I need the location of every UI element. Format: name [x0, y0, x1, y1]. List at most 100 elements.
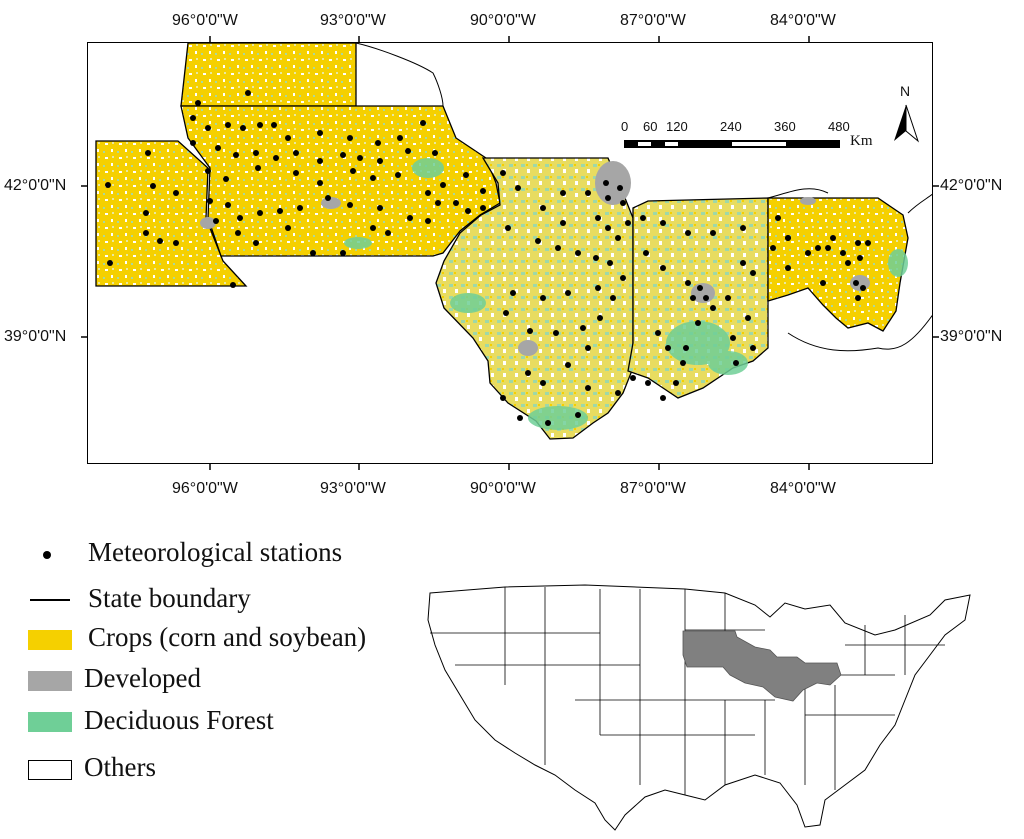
station-marker [340, 152, 346, 158]
scale-tick-360: 360 [774, 119, 796, 134]
station-marker [585, 385, 591, 391]
station-marker [397, 135, 403, 141]
station-marker [685, 280, 691, 286]
meteorological-stations [105, 90, 871, 426]
scale-tick-240: 240 [720, 119, 742, 134]
lon-label-top-96: 96°0'0"W [172, 12, 238, 29]
station-marker [225, 122, 231, 128]
station-marker [630, 375, 636, 381]
station-marker [605, 195, 611, 201]
station-marker [555, 245, 561, 251]
station-marker [395, 172, 401, 178]
station-marker [317, 158, 323, 164]
station-marker [733, 360, 739, 366]
station-marker [697, 285, 703, 291]
station-marker [245, 90, 251, 96]
legend-forest-label: Deciduous Forest [84, 705, 274, 735]
station-marker [405, 148, 411, 154]
station-marker [432, 150, 438, 156]
station-marker [273, 155, 279, 161]
station-marker [620, 275, 626, 281]
station-marker [293, 170, 299, 176]
station-marker [480, 188, 486, 194]
station-marker [805, 250, 811, 256]
lon-label-bottom-93: 93°0'0"W [320, 480, 386, 497]
legend-boundary-label: State boundary [88, 583, 251, 613]
station-marker [347, 202, 353, 208]
state-iowa [180, 105, 501, 257]
station-marker [500, 170, 506, 176]
station-marker [695, 320, 701, 326]
station-marker [425, 190, 431, 196]
station-marker [277, 208, 283, 214]
lat-label-right-39: 39°0'0"N [940, 328, 1003, 345]
station-marker [235, 230, 241, 236]
station-marker [213, 218, 219, 224]
station-marker [597, 315, 603, 321]
station-marker [710, 305, 716, 311]
station-marker [673, 380, 679, 386]
state-nebraska-east [95, 140, 248, 287]
station-marker [425, 218, 431, 224]
station-marker [553, 330, 559, 336]
lon-label-top-84: 84°0'0"W [770, 12, 836, 29]
station-marker [545, 420, 551, 426]
station-marker [785, 265, 791, 271]
station-marker [615, 235, 621, 241]
station-marker [195, 100, 201, 106]
lon-label-bottom-84: 84°0'0"W [770, 480, 836, 497]
station-marker [105, 182, 111, 188]
station-marker [740, 260, 746, 266]
station-marker [465, 208, 471, 214]
station-marker [257, 210, 263, 216]
station-marker [145, 150, 151, 156]
station-marker [350, 168, 356, 174]
forest-areas [344, 158, 908, 430]
station-marker [515, 185, 521, 191]
station-marker [453, 200, 459, 206]
station-marker [230, 282, 236, 288]
legend-boundary-symbol [30, 599, 70, 601]
scale-tick-60: 60 [643, 119, 658, 134]
station-marker [237, 215, 243, 221]
study-area-map: 0 60 120 240 360 480 Km N [87, 42, 933, 464]
station-marker [825, 245, 831, 251]
station-marker [190, 115, 196, 121]
station-marker [285, 135, 291, 141]
state-minnesota-south [180, 43, 357, 107]
land-cover-map [95, 43, 932, 440]
scale-tick-0: 0 [621, 119, 629, 134]
station-marker [607, 260, 613, 266]
station-marker [855, 240, 861, 246]
station-marker [745, 315, 751, 321]
station-marker [655, 330, 661, 336]
station-marker [517, 415, 523, 421]
station-marker [255, 165, 261, 171]
legend-crops-swatch [28, 630, 72, 650]
station-marker [595, 215, 601, 221]
legend-others-swatch [28, 760, 72, 780]
station-marker [370, 175, 376, 181]
scale-tick-120: 120 [666, 119, 688, 134]
station-marker [855, 295, 861, 301]
station-marker [143, 210, 149, 216]
station-marker [820, 280, 826, 286]
station-marker [710, 230, 716, 236]
station-marker [500, 395, 506, 401]
station-marker [375, 140, 381, 146]
station-marker [683, 345, 689, 351]
station-marker [253, 240, 259, 246]
station-marker [225, 202, 231, 208]
station-marker [535, 238, 541, 244]
station-marker [703, 295, 709, 301]
station-marker [505, 225, 511, 231]
station-marker [377, 158, 383, 164]
station-marker [317, 130, 323, 136]
legend-stations-label: Meteorological stations [88, 537, 343, 567]
station-marker [595, 285, 601, 291]
station-marker [271, 122, 277, 128]
station-marker [603, 180, 609, 186]
station-marker [865, 240, 871, 246]
station-marker [775, 215, 781, 221]
station-marker [285, 225, 291, 231]
